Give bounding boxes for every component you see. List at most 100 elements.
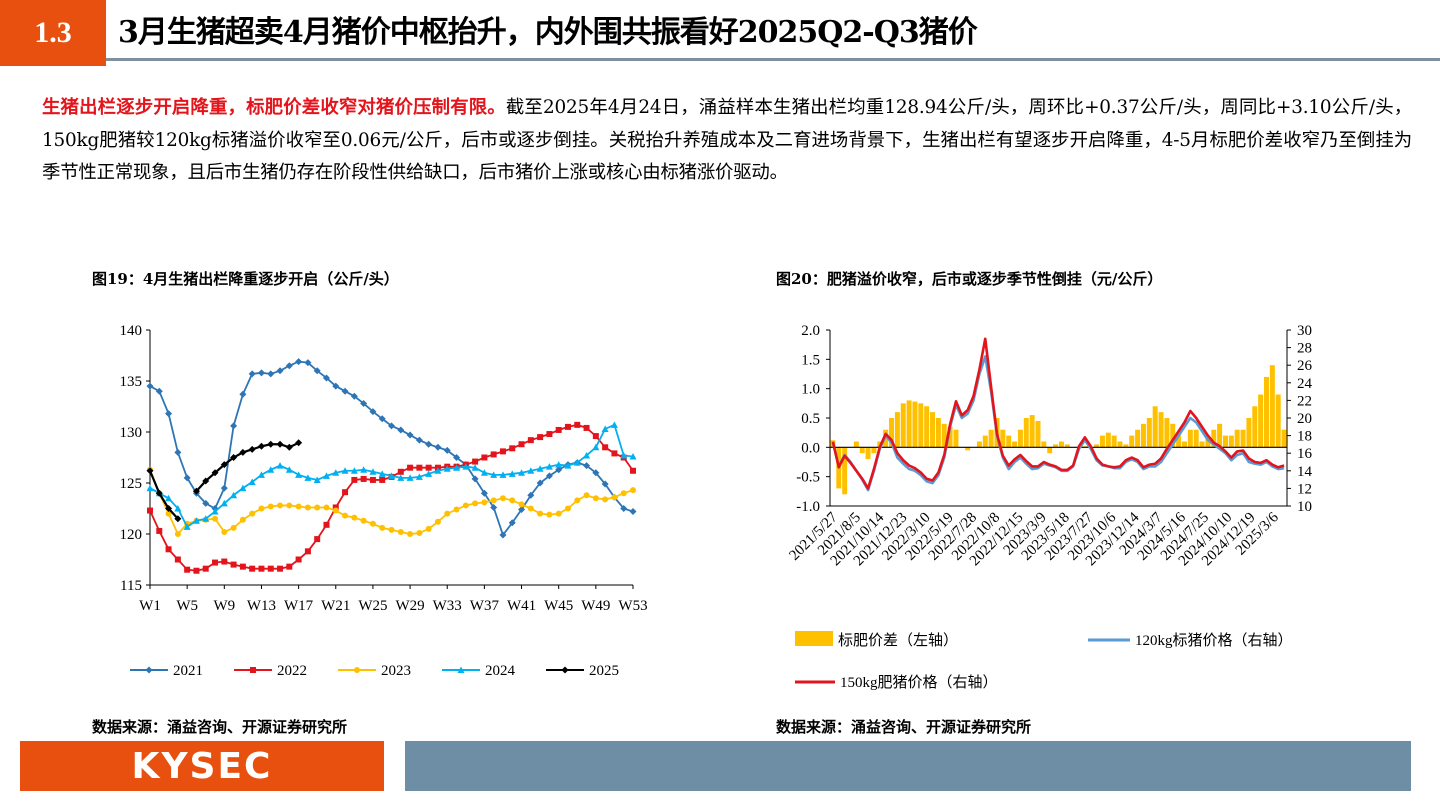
point-2021 [499,531,507,539]
point-2022 [184,566,191,573]
point-2021 [313,367,321,375]
point-2021 [155,387,163,395]
point-2023 [630,487,636,494]
premium-bar [1176,435,1182,448]
premium-bar [842,447,848,495]
point-2021 [453,454,461,461]
legend-label-2025: 2025 [589,663,619,679]
point-2024 [545,463,553,470]
left-tick-label: 1.0 [801,382,820,398]
point-2024 [332,469,340,476]
point-2021 [545,472,553,480]
point-2025 [267,440,275,448]
point-2021 [332,382,340,390]
point-2021 [183,474,191,482]
premium-bar [1035,420,1041,448]
point-2023 [592,495,599,502]
point-2022 [277,565,284,572]
right-tick-label: 12 [1297,481,1312,497]
figure-20-source: 数据来源：涌益咨询、开源证券研究所 [776,718,1032,736]
point-2025 [155,489,163,497]
point-2023 [277,502,284,509]
legend-label-2022: 2022 [277,663,307,679]
premium-bar [1187,429,1193,448]
legend-marker-2025 [561,666,569,674]
point-2022 [537,434,544,441]
premium-bar [941,423,947,448]
point-2021 [202,499,210,507]
y-tick-label: 120 [120,527,143,543]
premium-bar [1006,435,1012,448]
point-2024 [610,421,618,428]
figure-19-source: 数据来源：涌益咨询、开源证券研究所 [92,718,348,736]
point-2022 [258,565,265,572]
x-tick-label: W49 [581,598,610,614]
point-2023 [323,504,330,511]
point-2024 [211,508,219,515]
point-2024 [285,466,293,473]
point-2022 [332,504,339,511]
point-2022 [286,563,293,570]
point-2021 [341,387,349,395]
point-2023 [509,497,516,504]
point-2025 [174,515,182,523]
premium-bar [1199,441,1205,448]
point-2024 [146,484,154,492]
footer-brand-block [20,741,384,791]
point-2023 [230,524,237,531]
right-tick-label: 14 [1297,464,1313,480]
intro-body: 截至2025年4月24日，涌益样本生猪出栏均重128.94公斤/头，周环比+0.… [42,97,1412,183]
point-2021 [295,358,303,366]
left-tick-label: 0.0 [801,440,820,456]
premium-bar [865,447,871,460]
point-2023 [499,495,506,502]
left-tick-label: -1.0 [796,499,820,515]
series-line-2021 [149,360,634,537]
y-tick-label: 140 [120,323,143,339]
point-2022 [630,467,636,474]
point-2023 [574,497,581,504]
figure-20-title: 图20：肥猪溢价收窄，后市或逐步季节性倒挂（元/公斤） [776,270,1163,288]
point-2022 [304,548,311,555]
point-2022 [481,454,488,461]
point-2025 [146,467,154,475]
point-2024 [573,459,581,466]
point-2023 [239,516,246,523]
point-2024 [341,467,349,474]
point-2022 [490,451,497,458]
left-tick-label: -0.5 [796,470,820,486]
x-tick-label: W1 [139,598,161,614]
point-2024 [313,476,321,483]
point-2023 [369,520,376,527]
point-2022 [156,527,163,534]
point-2025 [211,469,219,477]
premium-bar [1269,365,1275,448]
point-2022 [564,423,571,430]
x-tick-label: W45 [544,598,573,614]
point-2022 [499,448,506,455]
premium-bar [912,401,918,448]
point-2023 [212,515,219,522]
point-2022 [202,565,209,572]
premium-bar [1123,444,1129,448]
x-tick-label: W53 [618,598,647,614]
legend-marker-2021 [145,666,153,674]
point-2025 [276,440,284,448]
right-tick-label: 30 [1297,323,1312,339]
point-2021 [388,422,395,430]
point-2024 [388,472,395,479]
point-2024 [360,466,368,473]
point-2023 [620,490,627,497]
point-2024 [434,467,442,474]
weight-line-chart: 115 120 125 130 135 140 W1 W5 W9 W13 W17 W21 W25 W29 W… [120,323,648,679]
point-2024 [443,465,451,472]
point-2021 [583,462,591,470]
point-2023 [286,502,293,509]
point-2022 [221,558,228,565]
premium-bar [1158,412,1164,448]
premium-bar [1146,418,1152,448]
point-2022 [574,421,581,428]
premium-bar [1029,415,1035,448]
point-2023 [304,504,311,511]
